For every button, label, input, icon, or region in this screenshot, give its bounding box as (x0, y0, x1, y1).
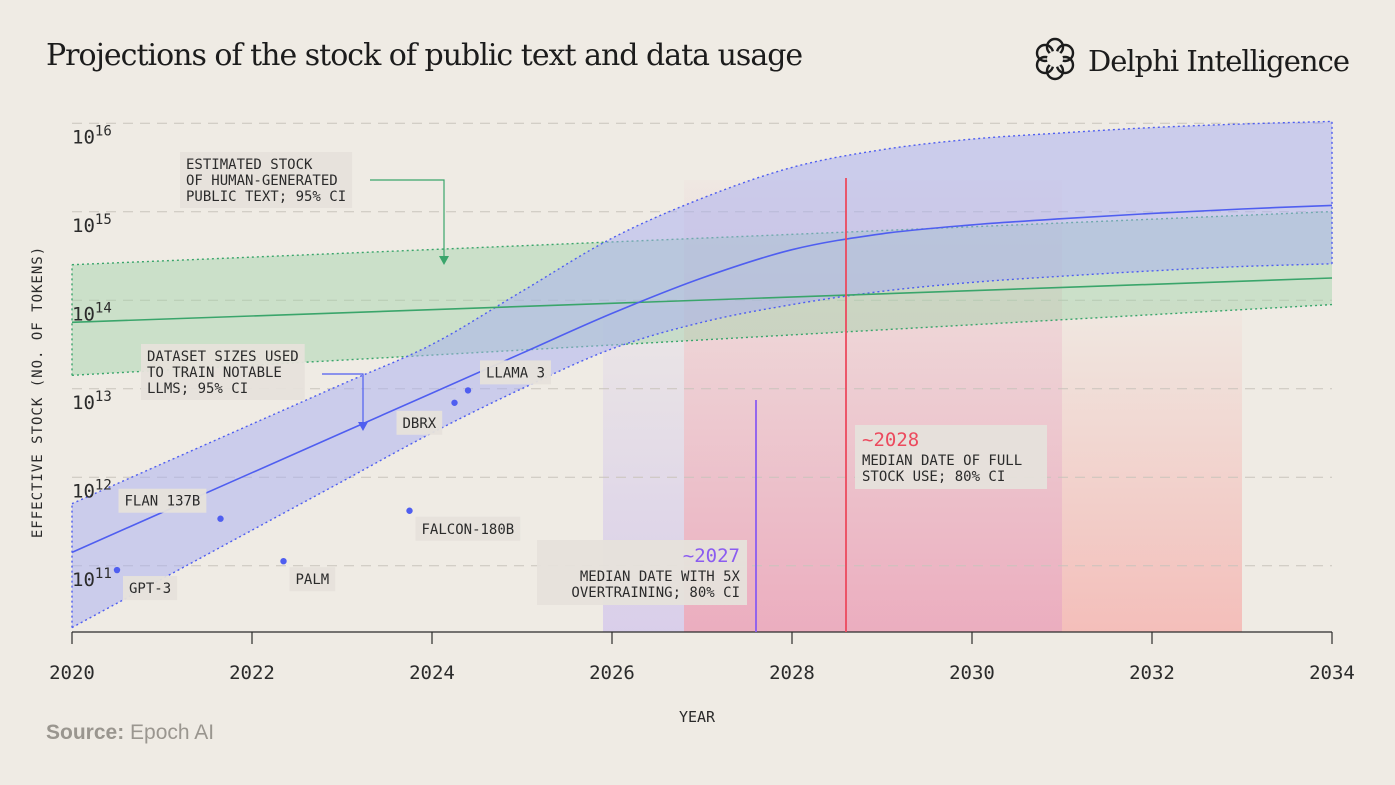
x-tick-label: 2034 (1309, 662, 1355, 684)
stock-callout-bg (180, 152, 353, 208)
x-tick-label: 2022 (229, 662, 275, 684)
model-label-text: GPT-3 (129, 581, 171, 597)
model-label-bg (415, 516, 521, 541)
model-point (451, 399, 458, 406)
dataset-callout-text: TO TRAIN NOTABLE (147, 365, 282, 381)
model-label: PALM (289, 567, 336, 592)
stock-callout-text: OF HUMAN-GENERATED (186, 173, 338, 189)
model-label-text: LLAMA 3 (486, 365, 545, 381)
y-tick-label: 1015 (72, 212, 112, 237)
model-label: LLAMA 3 (480, 360, 551, 385)
delphi-logo-icon (1032, 36, 1078, 86)
median-line-dataset (71, 204, 1333, 554)
x-tick-label: 2024 (409, 662, 455, 684)
source-value: Epoch AI (130, 721, 215, 744)
y-axis: 1011 1012 1013 1014 1015 1016 (72, 123, 112, 591)
x-tick-label: 2028 (769, 662, 815, 684)
annotation-headline: ~2028 (862, 429, 919, 451)
model-point (113, 566, 121, 574)
model-label-bg (480, 360, 551, 385)
annotation-text: MEDIAN DATE OF FULL (862, 453, 1022, 469)
ci-lower-dataset (71, 263, 1333, 629)
model-point (217, 515, 224, 522)
y-tick-label: 1012 (72, 477, 112, 502)
x-tick-label: 2020 (49, 662, 95, 684)
annotation-bg (537, 540, 747, 605)
median-line-stock (71, 277, 1333, 324)
y-tick-label: 1013 (72, 389, 112, 414)
model-label-bg (289, 567, 336, 592)
model-point (464, 387, 472, 394)
x-tick-label: 2032 (1129, 662, 1175, 684)
annotation-headline: ~2027 (683, 545, 740, 567)
ci-band-dataset (72, 121, 1332, 628)
model-label-bg (396, 410, 443, 435)
ci-upper-dataset (71, 120, 1333, 505)
brand-name: Delphi Intelligence (1087, 44, 1350, 78)
stock-callout-text: PUBLIC TEXT; 95% CI (186, 189, 346, 205)
x-tick-label: 2030 (949, 662, 995, 684)
x-axis: 2020 2022 2024 2026 2028 2030 2032 2034 (49, 631, 1355, 684)
dataset-callout-text: LLMS; 95% CI (147, 381, 248, 397)
stock-callout-arrowhead (439, 256, 449, 265)
region-pink-outer (1062, 300, 1242, 632)
dataset-callout-text: DATASET SIZES USED (147, 349, 299, 365)
annotation-bg (855, 425, 1047, 489)
model-label-bg (123, 576, 178, 601)
model-point (406, 507, 413, 514)
model-label: GPT-3 (123, 576, 178, 601)
source-label: Source: (46, 721, 125, 744)
y-tick-label: 1014 (72, 300, 112, 325)
dataset-callout-arrow (322, 373, 364, 424)
model-label: FLAN 137B (118, 488, 207, 513)
stock-callout-text: ESTIMATED STOCK (186, 157, 313, 173)
dataset-callout-bg (141, 344, 305, 400)
chart-title: Projections of the stock of public text … (46, 38, 803, 73)
annotation-text: STOCK USE; 80% CI (862, 469, 1005, 485)
x-axis-label: YEAR (679, 708, 716, 726)
y-axis-label: EFFECTIVE STOCK (NO. OF TOKENS) (30, 246, 46, 538)
model-point (280, 558, 287, 565)
model-points: GPT-3 FLAN 137B PALM FALCON-180B DBRX LLAMA 3 (113, 360, 551, 601)
annotation-text: MEDIAN DATE WITH 5X (580, 569, 741, 585)
model-label-bg (118, 488, 207, 513)
ci-bands (71, 120, 1333, 629)
model-label: DBRX (396, 410, 443, 435)
x-tick-label: 2026 (589, 662, 635, 684)
model-label-text: DBRX (403, 416, 437, 432)
y-tick-label: 1011 (72, 566, 112, 591)
stock-callout-arrow (370, 179, 445, 258)
dataset-callout-arrowhead (358, 422, 368, 431)
y-tick-label: 1016 (72, 123, 112, 148)
source-note: Source: Epoch AI (46, 721, 214, 745)
model-label-text: FALCON-180B (422, 522, 515, 538)
median-lines (71, 204, 1333, 554)
brand: Delphi Intelligence (1032, 36, 1350, 86)
model-label: FALCON-180B (415, 516, 521, 541)
annotation-text: OVERTRAINING; 80% CI (571, 585, 740, 601)
model-label-text: FLAN 137B (125, 494, 201, 510)
model-label-text: PALM (296, 572, 330, 588)
